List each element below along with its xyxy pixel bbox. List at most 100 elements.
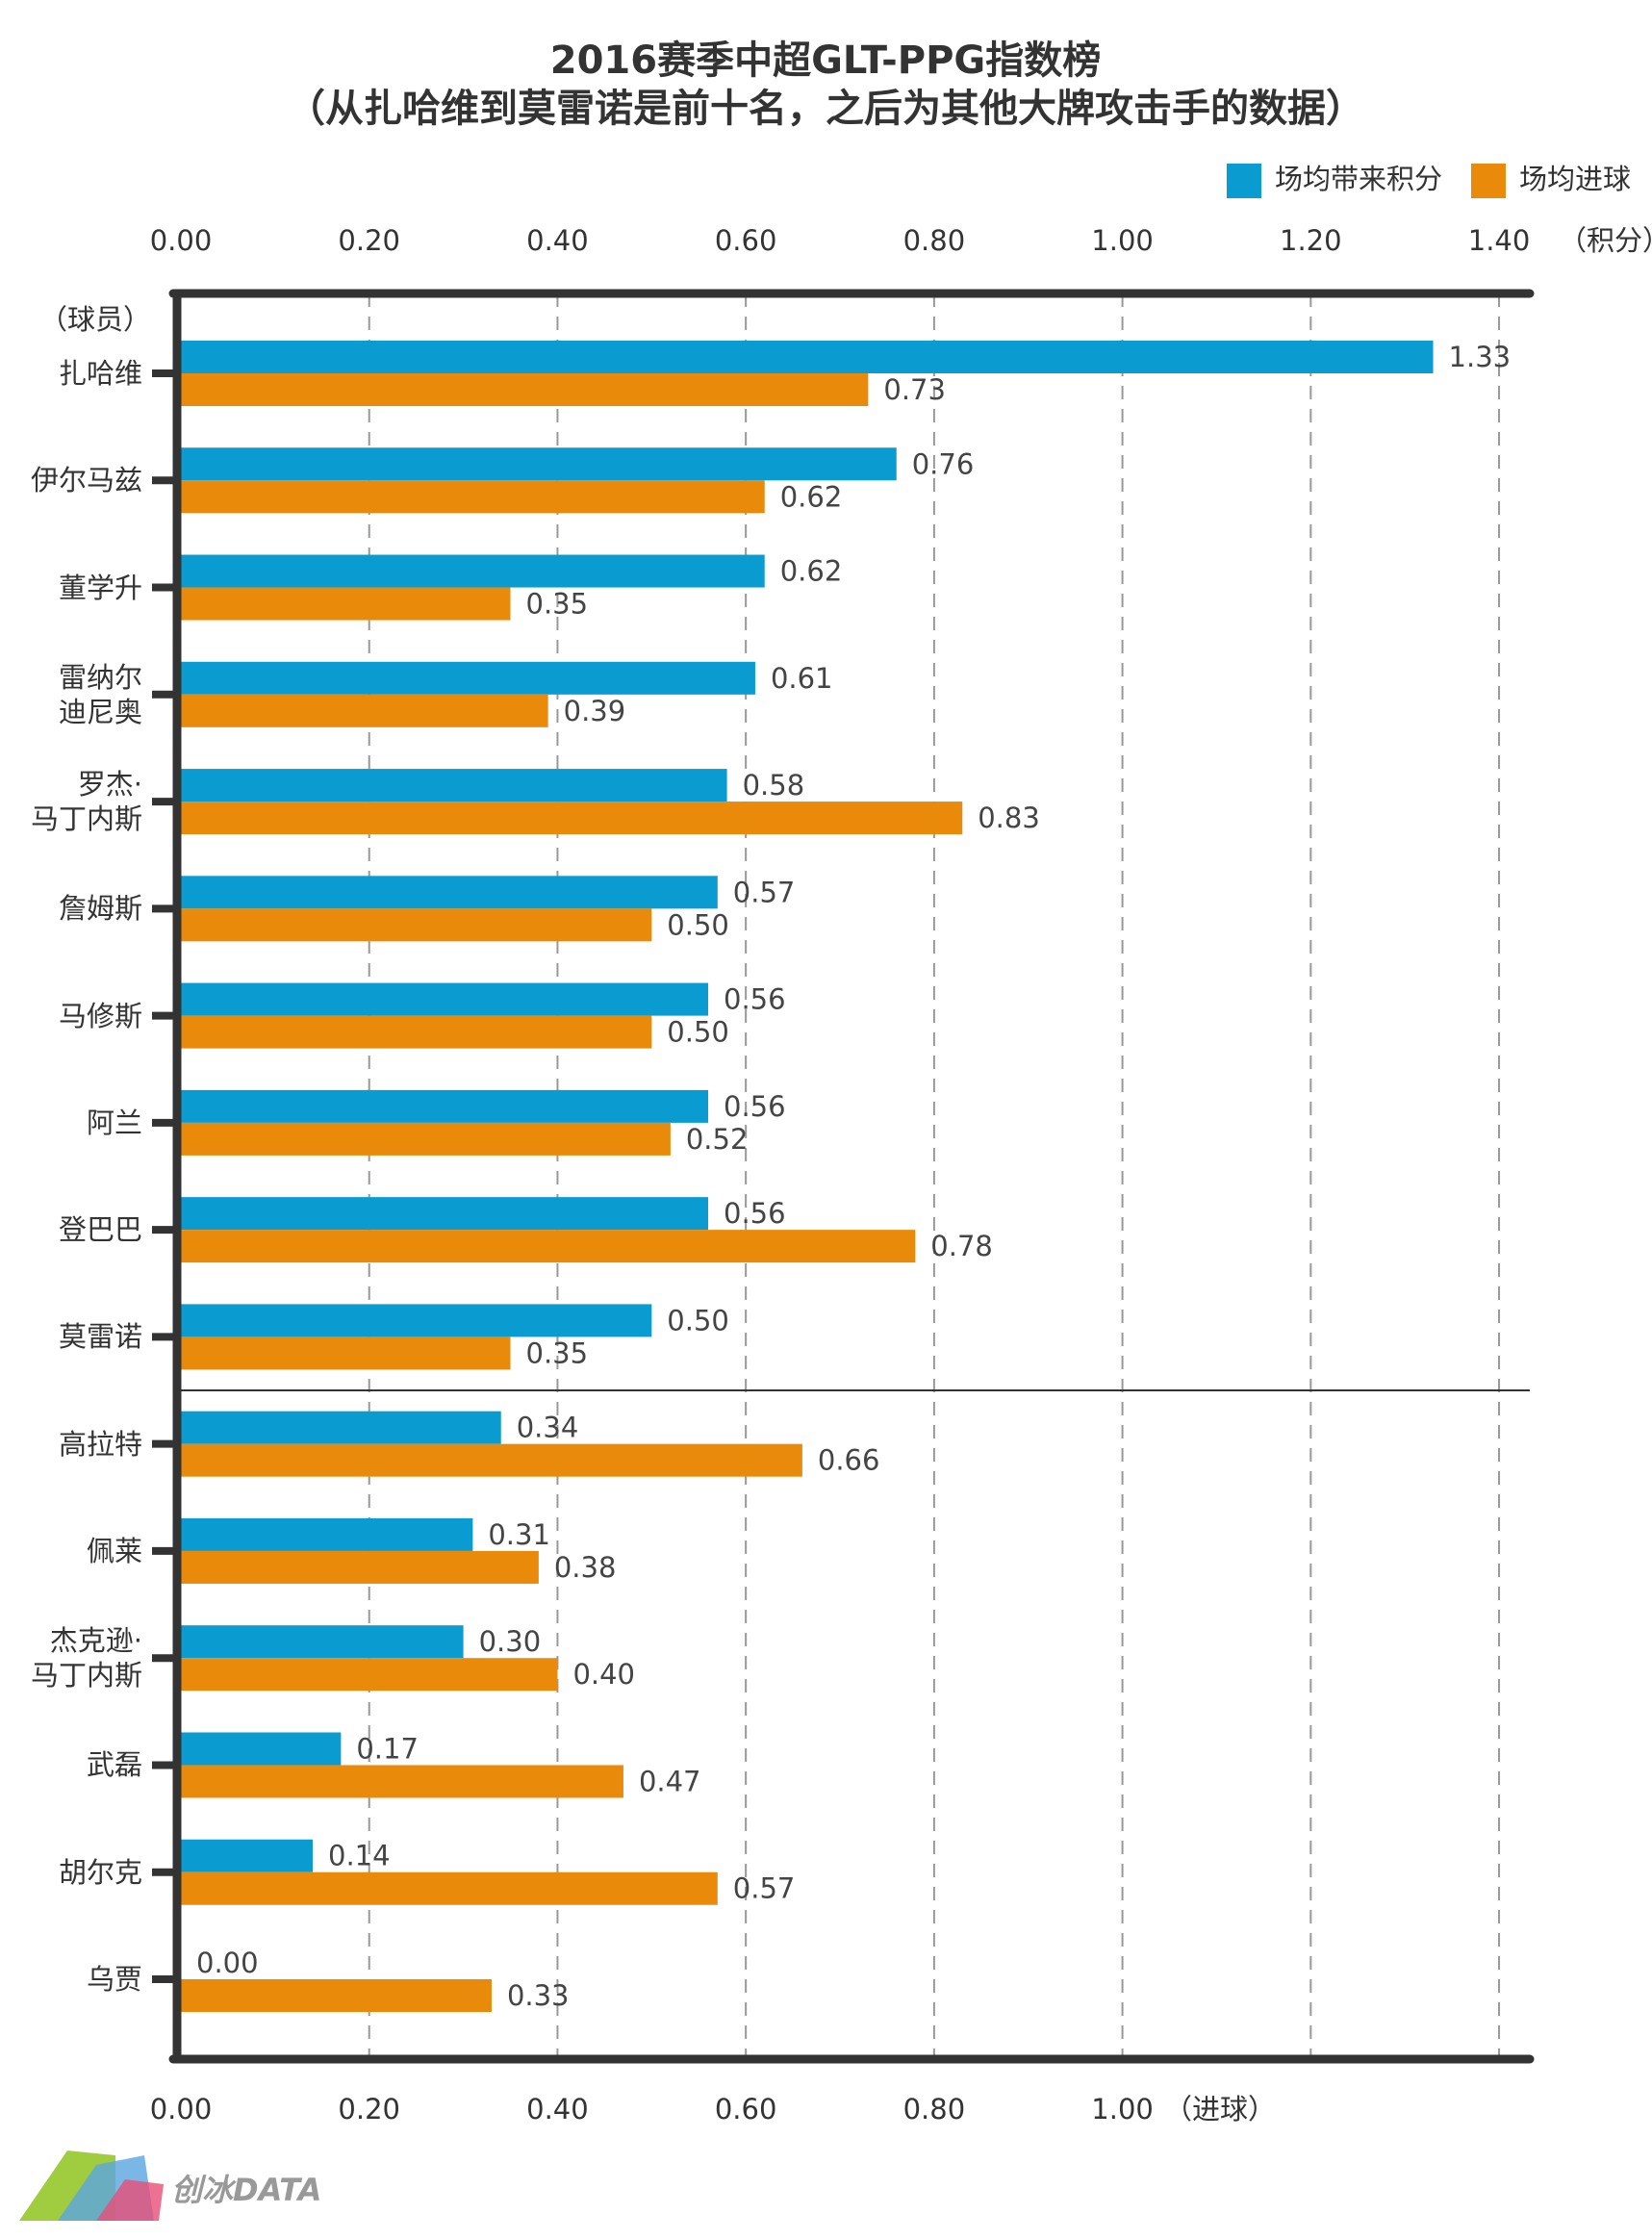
value-label: 0.50	[667, 1016, 729, 1049]
y-axis-label: （球员）	[39, 303, 151, 336]
x-tick-label: 0.40	[526, 224, 589, 257]
bar	[181, 769, 727, 802]
y-tick-label: 扎哈维	[58, 356, 142, 390]
x-tick-label: 1.40	[1468, 224, 1531, 257]
y-tick-label: 雷纳尔 迪尼奥	[58, 660, 142, 728]
bar	[181, 1015, 652, 1049]
bar	[181, 1089, 709, 1123]
bar	[181, 802, 963, 835]
value-label: 0.57	[733, 1872, 796, 1905]
x2-tick-label: 1.00	[1091, 2093, 1154, 2125]
value-label: 0.62	[780, 480, 843, 513]
value-label: 0.40	[572, 1658, 635, 1691]
x2-tick-label: 0.60	[715, 2093, 777, 2125]
x-tick-label: 0.80	[903, 224, 966, 257]
x-tick-label: 0.20	[338, 224, 400, 257]
bar	[181, 447, 897, 481]
y-tick-label: 乌贾	[86, 1962, 142, 1996]
x-tick-label: 0.00	[150, 224, 213, 257]
value-label: 0.47	[639, 1765, 701, 1797]
bar	[181, 1625, 464, 1659]
x-tick-label: 1.20	[1280, 224, 1342, 257]
y-tick-label: 阿兰	[86, 1106, 142, 1139]
bar	[181, 1979, 492, 2012]
y-tick-label: 胡尔克	[58, 1855, 142, 1889]
value-label: 0.33	[507, 1979, 570, 2012]
value-label: 0.38	[554, 1551, 617, 1584]
bar	[181, 982, 709, 1016]
y-tick-label: 佩莱	[86, 1534, 142, 1567]
value-label: 0.73	[883, 373, 946, 406]
value-label: 0.66	[818, 1444, 880, 1477]
x2-tick-label: 0.40	[526, 2093, 589, 2125]
y-tick-label: 登巴巴	[58, 1213, 142, 1246]
value-label: 0.56	[724, 983, 786, 1016]
value-label: 0.39	[564, 695, 626, 727]
value-label: 0.56	[724, 1090, 786, 1123]
y-tick-label: 伊尔马兹	[30, 464, 142, 497]
legend-label: 场均进球	[1519, 163, 1631, 195]
x-tick-label: 0.60	[715, 224, 777, 257]
bar	[181, 1871, 718, 1905]
value-label: 0.57	[733, 876, 796, 908]
value-label: 0.56	[724, 1197, 786, 1230]
y-tick-label: 马修斯	[58, 999, 142, 1032]
y-tick-label: 詹姆斯	[58, 892, 142, 926]
bar	[181, 661, 755, 695]
value-label: 0.78	[930, 1230, 993, 1262]
chart-subtitle: （从扎哈维到莫雷诺是前十名，之后为其他大牌攻击手的数据）	[287, 87, 1364, 131]
y-tick-label: 杰克逊· 马丁内斯	[30, 1623, 142, 1693]
legend-swatch	[1470, 164, 1506, 198]
value-label: 0.76	[912, 447, 975, 480]
legend-label: 场均带来积分	[1275, 163, 1442, 195]
value-label: 0.17	[356, 1732, 419, 1765]
bar	[181, 694, 548, 727]
value-label: 0.61	[771, 662, 833, 695]
bar	[181, 1658, 558, 1692]
bar	[181, 554, 765, 588]
bar	[181, 1732, 342, 1766]
bar	[181, 908, 652, 942]
value-label: 0.35	[526, 588, 589, 621]
value-label: 0.31	[488, 1518, 550, 1551]
value-label: 0.35	[526, 1336, 589, 1369]
value-label: 0.50	[667, 1304, 729, 1336]
watermark: 创冰DATA	[171, 2172, 321, 2208]
value-label: 0.30	[479, 1625, 542, 1658]
value-label: 0.52	[686, 1123, 749, 1156]
bar	[181, 1336, 511, 1370]
value-label: 0.00	[196, 1947, 259, 1979]
bar	[181, 1765, 623, 1798]
logo	[19, 2151, 164, 2221]
x-tick-label: 1.00	[1091, 224, 1154, 257]
x2-tick-label: 0.80	[903, 2093, 966, 2125]
bar	[181, 876, 718, 909]
bar	[181, 1839, 314, 1872]
x2-axis-label: （进球）	[1164, 2093, 1276, 2125]
bar	[181, 1122, 671, 1156]
value-label: 0.58	[743, 769, 805, 802]
bar	[181, 480, 765, 514]
legend-swatch	[1226, 164, 1261, 198]
chart-title: 2016赛季中超GLT-PPG指数榜	[550, 38, 1102, 83]
y-tick-label: 武磊	[86, 1748, 142, 1782]
bar	[181, 587, 511, 621]
bar	[181, 1197, 709, 1231]
value-label: 0.62	[780, 555, 843, 588]
y-tick-label: 董学升	[58, 571, 142, 604]
bar	[181, 1230, 916, 1263]
value-label: 0.34	[517, 1412, 579, 1444]
value-label: 0.50	[667, 908, 729, 941]
value-label: 1.33	[1449, 341, 1512, 373]
bar	[181, 373, 869, 406]
bar	[181, 1443, 802, 1477]
bar	[181, 1550, 539, 1584]
y-tick-label: 罗杰· 马丁内斯	[30, 767, 142, 836]
x-axis-label: （积分）	[1559, 224, 1652, 257]
y-tick-label: 高拉特	[58, 1427, 142, 1461]
x2-tick-label: 0.20	[338, 2093, 400, 2125]
bar	[181, 1411, 501, 1444]
y-tick-label: 莫雷诺	[58, 1320, 142, 1354]
